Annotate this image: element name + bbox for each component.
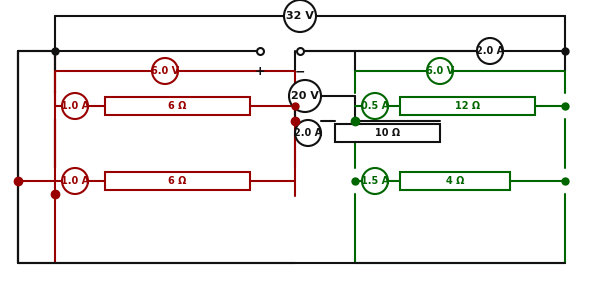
Text: 32 V: 32 V xyxy=(286,11,314,21)
Text: 1.0 A: 1.0 A xyxy=(61,176,89,186)
Text: −: − xyxy=(295,65,305,78)
Text: 6 Ω: 6 Ω xyxy=(169,176,187,186)
Circle shape xyxy=(295,120,321,146)
Circle shape xyxy=(62,93,88,119)
Text: 6.0 V: 6.0 V xyxy=(151,66,179,76)
Circle shape xyxy=(152,58,178,84)
Text: 1.5 A: 1.5 A xyxy=(361,176,389,186)
Text: 6 Ω: 6 Ω xyxy=(169,101,187,111)
FancyBboxPatch shape xyxy=(105,172,250,190)
Circle shape xyxy=(477,38,503,64)
Text: 6.0 V: 6.0 V xyxy=(426,66,454,76)
Text: 12 Ω: 12 Ω xyxy=(455,101,480,111)
Circle shape xyxy=(62,168,88,194)
Circle shape xyxy=(284,0,316,32)
FancyBboxPatch shape xyxy=(105,97,250,115)
Circle shape xyxy=(362,168,388,194)
Text: 2.0 A: 2.0 A xyxy=(476,46,504,56)
Text: 1.0 A: 1.0 A xyxy=(61,101,89,111)
FancyBboxPatch shape xyxy=(335,124,440,142)
Text: 10 Ω: 10 Ω xyxy=(375,128,400,138)
Text: 0.5 A: 0.5 A xyxy=(361,101,389,111)
FancyBboxPatch shape xyxy=(400,172,510,190)
Circle shape xyxy=(427,58,453,84)
Text: 4 Ω: 4 Ω xyxy=(446,176,464,186)
Circle shape xyxy=(289,80,321,112)
Text: +: + xyxy=(254,65,265,78)
Text: 20 V: 20 V xyxy=(291,91,319,101)
Text: 2.0 A: 2.0 A xyxy=(294,128,322,138)
Circle shape xyxy=(362,93,388,119)
FancyBboxPatch shape xyxy=(400,97,535,115)
